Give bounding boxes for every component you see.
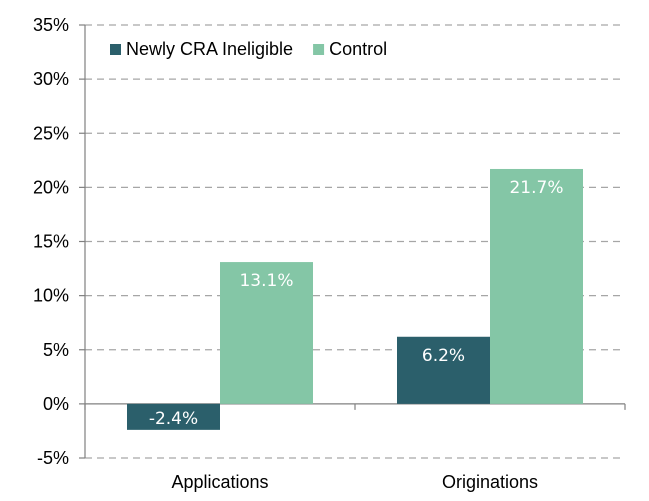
axes: -5% 0% 5% 10% 15% 20% 25% 30% 35% Applications Ori… bbox=[33, 15, 626, 492]
category-label: Originations bbox=[442, 472, 538, 492]
y-tick-label: 5% bbox=[43, 340, 69, 360]
bars bbox=[127, 168, 583, 430]
y-tick-label: 0% bbox=[43, 394, 69, 414]
bar bbox=[127, 403, 220, 430]
y-tick-label: 10% bbox=[33, 286, 69, 306]
data-label: 21.7% bbox=[509, 178, 563, 198]
legend: Newly CRA Ineligible Control bbox=[110, 39, 387, 59]
legend-swatch bbox=[313, 44, 325, 55]
legend-label: Newly CRA Ineligible bbox=[126, 39, 293, 59]
y-tick-label: 20% bbox=[33, 177, 69, 197]
y-tick-label: 15% bbox=[33, 232, 69, 252]
data-label: 13.1% bbox=[239, 271, 293, 291]
gridlines bbox=[85, 24, 625, 459]
y-tick-label: -5% bbox=[37, 448, 69, 468]
bar bbox=[220, 262, 313, 404]
category-label: Applications bbox=[171, 472, 268, 492]
y-tick-label: 35% bbox=[33, 15, 69, 35]
legend-swatch bbox=[110, 44, 121, 55]
y-tick-label: 25% bbox=[33, 123, 69, 143]
legend-label: Control bbox=[329, 39, 387, 59]
data-labels: -2.4% 13.1% 6.2% 21.7% bbox=[149, 178, 564, 429]
data-label: 6.2% bbox=[422, 346, 465, 366]
bar bbox=[397, 336, 490, 404]
bar bbox=[490, 168, 583, 404]
y-tick-label: 30% bbox=[33, 69, 69, 89]
data-label: -2.4% bbox=[149, 409, 198, 429]
